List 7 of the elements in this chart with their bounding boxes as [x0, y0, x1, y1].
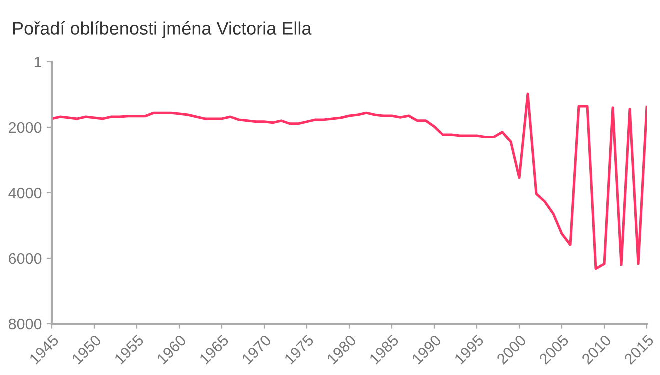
- y-tick-label: 6000: [9, 253, 42, 264]
- y-tick-label: 4000: [8, 188, 42, 199]
- chart-title: Pořadí oblíbenosti jména Victoria Ella: [13, 21, 312, 39]
- line-series: [52, 92, 647, 270]
- y-tick-label: 2000: [9, 122, 42, 134]
- y-tick-label: 1: [34, 57, 42, 68]
- y-tick-label: 8000: [8, 318, 42, 330]
